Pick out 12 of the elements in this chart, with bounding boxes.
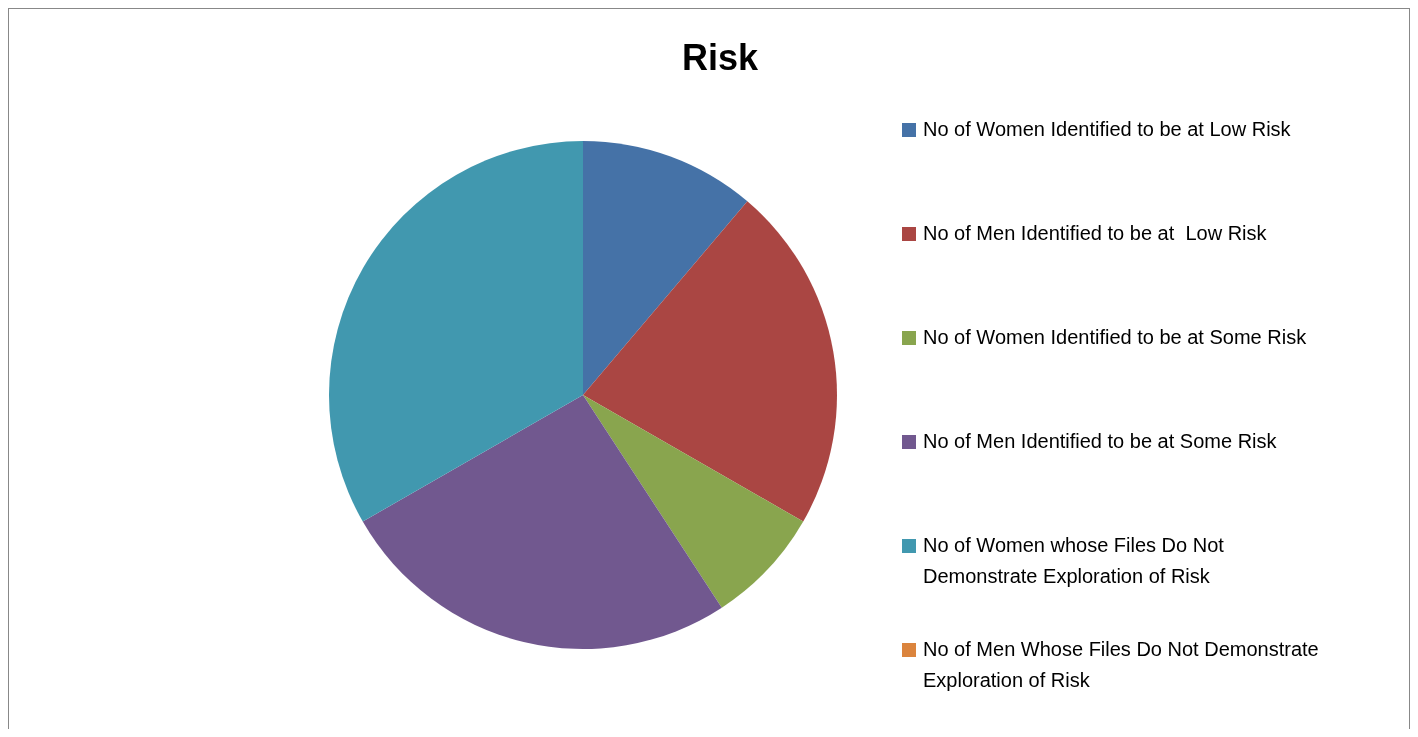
legend-label: No of Men Identified to be at Some Risk	[923, 430, 1278, 452]
pie-slice	[362, 395, 722, 649]
legend-label: No of Women Identified to be at Some Risk	[923, 326, 1308, 348]
pie-slice	[329, 141, 583, 522]
legend-label: No of Men Identified to be at Low Risk	[923, 222, 1268, 244]
chart-title: Risk	[681, 37, 759, 78]
pie-slice	[583, 141, 748, 395]
legend-label: No of Men Whose Files Do Not Demonstrate Exploration of Risk	[923, 638, 1319, 691]
pie-slice	[583, 201, 837, 522]
legend-label: No of Women Identified to be at Low Risk	[923, 118, 1292, 140]
pie-slice	[583, 395, 804, 608]
legend-label: No of Women whose Files Do Not Demonstrate Exploration of Risk	[923, 534, 1225, 587]
